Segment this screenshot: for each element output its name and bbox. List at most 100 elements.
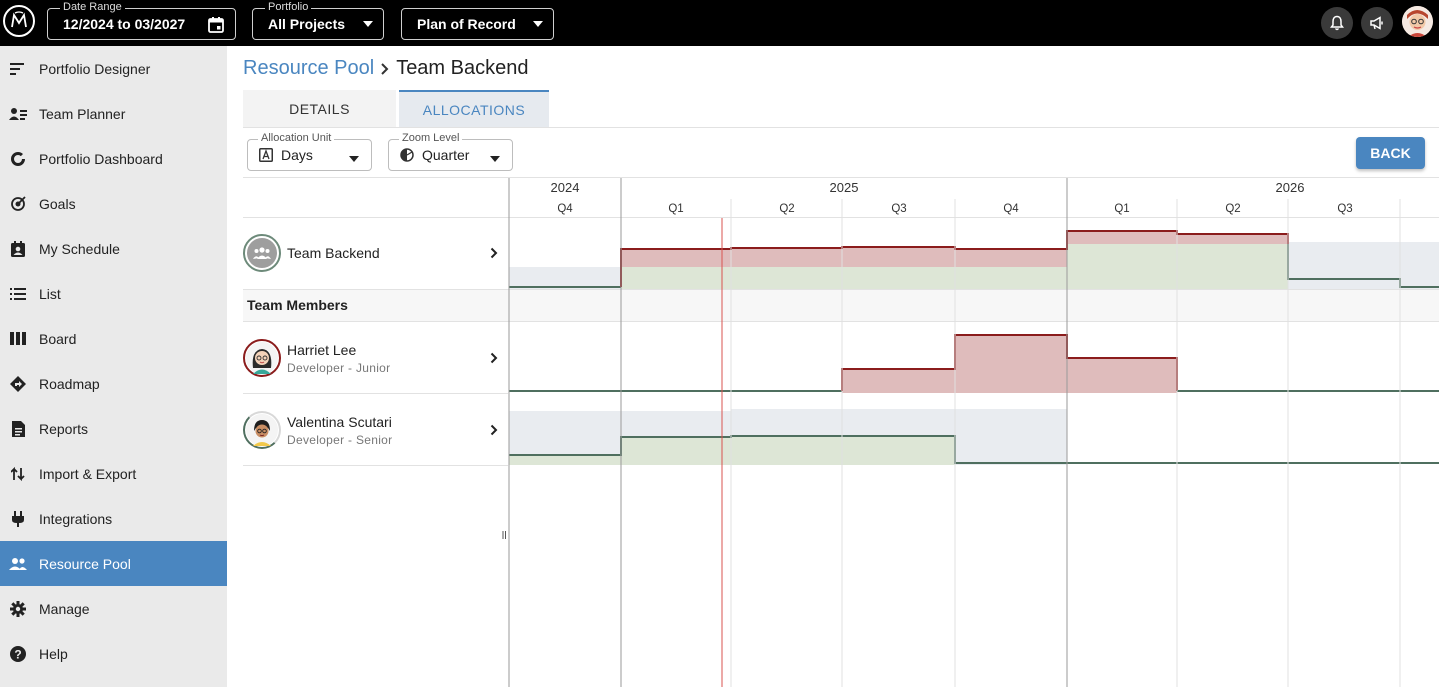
team-allocation-graph xyxy=(509,230,1439,289)
megaphone-icon[interactable] xyxy=(1361,7,1393,39)
sidebar-item-help[interactable]: ? Help xyxy=(0,631,227,676)
sidebar-item-resource-pool[interactable]: Resource Pool xyxy=(0,541,227,586)
year-label: 2025 xyxy=(830,180,859,195)
divider xyxy=(243,217,1439,218)
sidebar-item-reports[interactable]: Reports xyxy=(0,406,227,451)
chevron-down-icon xyxy=(533,21,543,27)
year-label: 2026 xyxy=(1276,180,1305,195)
chevron-down-icon xyxy=(490,149,500,167)
chevron-down-icon xyxy=(349,149,359,167)
board-icon xyxy=(9,330,27,348)
calendar-icon[interactable] xyxy=(207,16,225,34)
sidebar-item-label: Portfolio Designer xyxy=(39,60,151,77)
roadmap-icon xyxy=(9,375,27,393)
chevron-right-icon[interactable] xyxy=(490,247,498,259)
contrast-icon xyxy=(400,148,414,162)
member-row[interactable]: Valentina Scutari Developer - Senior xyxy=(243,407,508,453)
group-icon xyxy=(247,238,277,268)
svg-text:?: ? xyxy=(14,647,21,661)
portfolio-legend: Portfolio xyxy=(265,1,312,13)
member-name: Valentina Scutari xyxy=(287,413,392,430)
sidebar-item-import-export[interactable]: Import & Export xyxy=(0,451,227,496)
allocation-unit-select[interactable]: Allocation Unit Days xyxy=(247,132,372,171)
member-role: Developer - Junior xyxy=(287,360,391,375)
date-range-field[interactable]: Date Range 12/2024 to 03/2027 xyxy=(47,1,236,40)
quarter-label: Q4 xyxy=(557,203,573,215)
quarter-label: Q2 xyxy=(1225,203,1240,215)
sidebar-item-label: Reports xyxy=(39,420,89,437)
zoom-level-value: Quarter xyxy=(422,147,470,163)
chevron-right-icon[interactable] xyxy=(490,424,498,436)
sidebar-item-label: Portfolio Dashboard xyxy=(39,150,163,167)
sidebar-item-label: Manage xyxy=(39,600,90,617)
resize-handle[interactable] xyxy=(502,531,506,539)
sidebar-item-label: Integrations xyxy=(39,510,113,527)
sidebar-item-roadmap[interactable]: Roadmap xyxy=(0,361,227,406)
breadcrumb-parent-link[interactable]: Resource Pool xyxy=(243,57,375,79)
avatar xyxy=(243,411,281,449)
timeline-gridlines xyxy=(508,178,1401,687)
plan-value: Plan of Record xyxy=(417,16,516,32)
app-logo-icon[interactable] xyxy=(3,5,35,37)
timeline-header: 2024 2025 2026 Q4 Q1 Q2 Q3 Q4 Q1 Q2 Q3 xyxy=(551,180,1353,215)
plan-select[interactable]: Plan of Record xyxy=(401,8,554,40)
allocation-unit-value: Days xyxy=(281,147,313,163)
year-label: 2024 xyxy=(551,180,580,195)
sidebar-item-my-schedule[interactable]: My Schedule xyxy=(0,226,227,271)
quarter-label: Q3 xyxy=(1337,203,1352,215)
tab-bar: DETAILS ALLOCATIONS xyxy=(243,90,549,128)
divider xyxy=(243,177,1439,178)
sidebar-item-label: List xyxy=(39,285,61,302)
divider xyxy=(243,321,1439,322)
section-band xyxy=(243,290,1439,322)
sidebar-item-label: Import & Export xyxy=(39,465,137,482)
avatar xyxy=(243,339,281,377)
sidebar-item-label: Board xyxy=(39,330,77,347)
zoom-level-legend: Zoom Level xyxy=(399,132,463,144)
portfolio-value: All Projects xyxy=(268,16,346,32)
plug-icon xyxy=(9,510,27,528)
schedule-icon xyxy=(9,240,27,258)
chevron-down-icon xyxy=(363,21,373,27)
sidebar-item-integrations[interactable]: Integrations xyxy=(0,496,227,541)
sidebar-item-label: My Schedule xyxy=(39,240,120,257)
divider xyxy=(243,289,1439,290)
tab-details[interactable]: DETAILS xyxy=(243,90,396,128)
sidebar-item-manage[interactable]: Manage xyxy=(0,586,227,631)
member-row[interactable]: Harriet Lee Developer - Junior xyxy=(243,335,508,381)
sidebar-item-label: Roadmap xyxy=(39,375,100,392)
team-members-heading: Team Members xyxy=(247,297,348,313)
sidebar-item-team-planner[interactable]: Team Planner xyxy=(0,91,227,136)
tab-allocations[interactable]: ALLOCATIONS xyxy=(399,90,549,128)
user-avatar[interactable] xyxy=(1402,6,1433,37)
chevron-right-icon[interactable] xyxy=(490,352,498,364)
divider xyxy=(243,465,508,466)
quarter-label: Q1 xyxy=(668,203,683,215)
sidebar-item-board[interactable]: Board xyxy=(0,316,227,361)
goals-icon xyxy=(9,195,27,213)
allocation-unit-legend: Allocation Unit xyxy=(258,132,335,144)
team-planner-icon xyxy=(9,105,27,123)
date-range-value: 12/2024 to 03/2027 xyxy=(63,16,186,32)
team-avatar xyxy=(243,234,281,272)
zoom-level-select[interactable]: Zoom Level Quarter xyxy=(388,132,513,171)
sidebar-item-label: Help xyxy=(39,645,68,662)
team-row[interactable]: Team Backend xyxy=(243,230,508,276)
member-name: Harriet Lee xyxy=(287,341,357,358)
help-icon: ? xyxy=(9,645,27,663)
sidebar-item-list[interactable]: List xyxy=(0,271,227,316)
sidebar-item-portfolio-dashboard[interactable]: Portfolio Dashboard xyxy=(0,136,227,181)
breadcrumb-current: Team Backend xyxy=(396,57,529,79)
sidebar-item-portfolio-designer[interactable]: Portfolio Designer xyxy=(0,46,227,91)
sidebar-item-goals[interactable]: Goals xyxy=(0,181,227,226)
divider xyxy=(243,393,508,394)
team-name: Team Backend xyxy=(287,245,380,261)
people-icon xyxy=(9,555,27,573)
bell-icon[interactable] xyxy=(1321,7,1353,39)
quarter-label: Q4 xyxy=(1003,203,1019,215)
back-button[interactable]: BACK xyxy=(1356,137,1425,169)
portfolio-select[interactable]: Portfolio All Projects xyxy=(252,1,384,40)
import-export-icon xyxy=(9,465,27,483)
font-box-icon xyxy=(259,148,273,162)
list-icon xyxy=(9,285,27,303)
